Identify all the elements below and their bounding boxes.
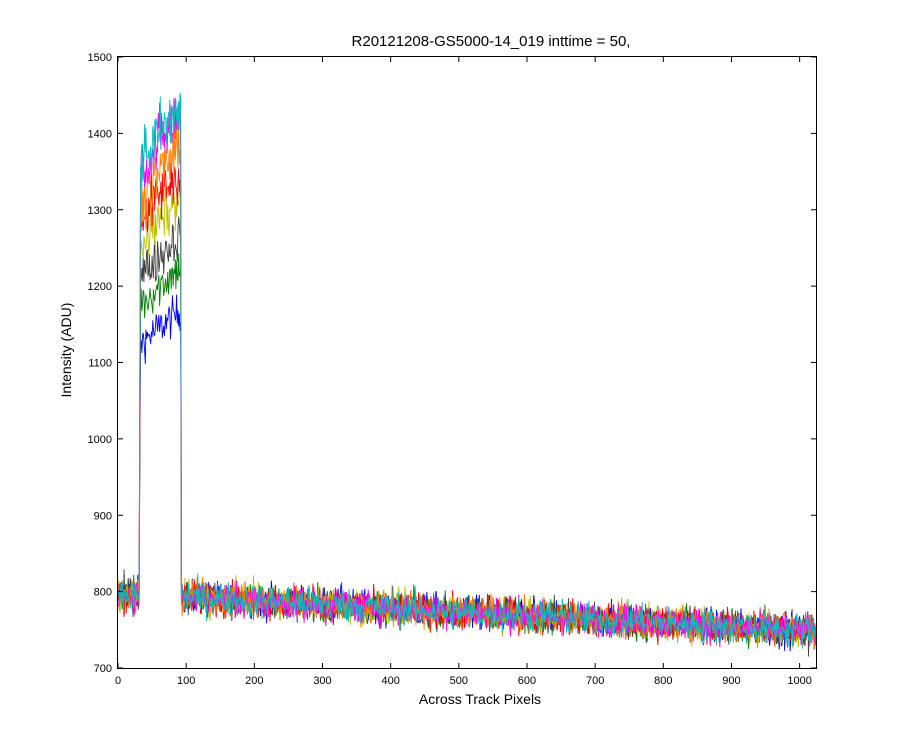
y-tick-label: 700: [94, 663, 112, 675]
y-axis-label: Intensity (ADU): [58, 303, 74, 398]
chart-title: R20121208-GS5000-14_019 inttime = 50,: [352, 33, 631, 50]
y-tick-label: 900: [94, 510, 112, 522]
x-axis-ticks: 0 100 200 300 400 500 600 700 800 900 1000: [115, 57, 812, 687]
x-tick-label: 300: [313, 675, 331, 687]
x-tick-label: 900: [722, 675, 740, 687]
y-tick-label: 1000: [88, 434, 112, 446]
x-tick-label: 500: [450, 675, 468, 687]
series-line-6: [118, 98, 816, 648]
y-tick-label: 1100: [88, 358, 112, 370]
x-axis-label: Across Track Pixels: [419, 691, 541, 707]
y-tick-label: 800: [94, 587, 112, 599]
x-tick-label: 1000: [787, 675, 811, 687]
x-tick-label: 0: [115, 675, 121, 687]
y-tick-label: 1500: [88, 52, 112, 64]
axes-frame-overlay: [117, 56, 817, 669]
x-tick-label: 400: [381, 675, 399, 687]
series-group: [118, 92, 816, 657]
x-tick-label: 700: [586, 675, 604, 687]
y-tick-label: 1300: [88, 205, 112, 217]
x-tick-label: 100: [177, 675, 195, 687]
x-tick-label: 200: [245, 675, 263, 687]
y-tick-label: 1200: [88, 281, 112, 293]
y-tick-label: 1400: [88, 128, 112, 140]
x-tick-label: 600: [518, 675, 536, 687]
x-tick-label: 800: [654, 675, 672, 687]
y-axis-ticks: 700 800 900 1000 1100 1200 1300 1400 1500: [88, 52, 816, 675]
plot-area: [117, 56, 817, 669]
series-line-7: [118, 92, 816, 649]
axes-frame: [117, 56, 817, 669]
